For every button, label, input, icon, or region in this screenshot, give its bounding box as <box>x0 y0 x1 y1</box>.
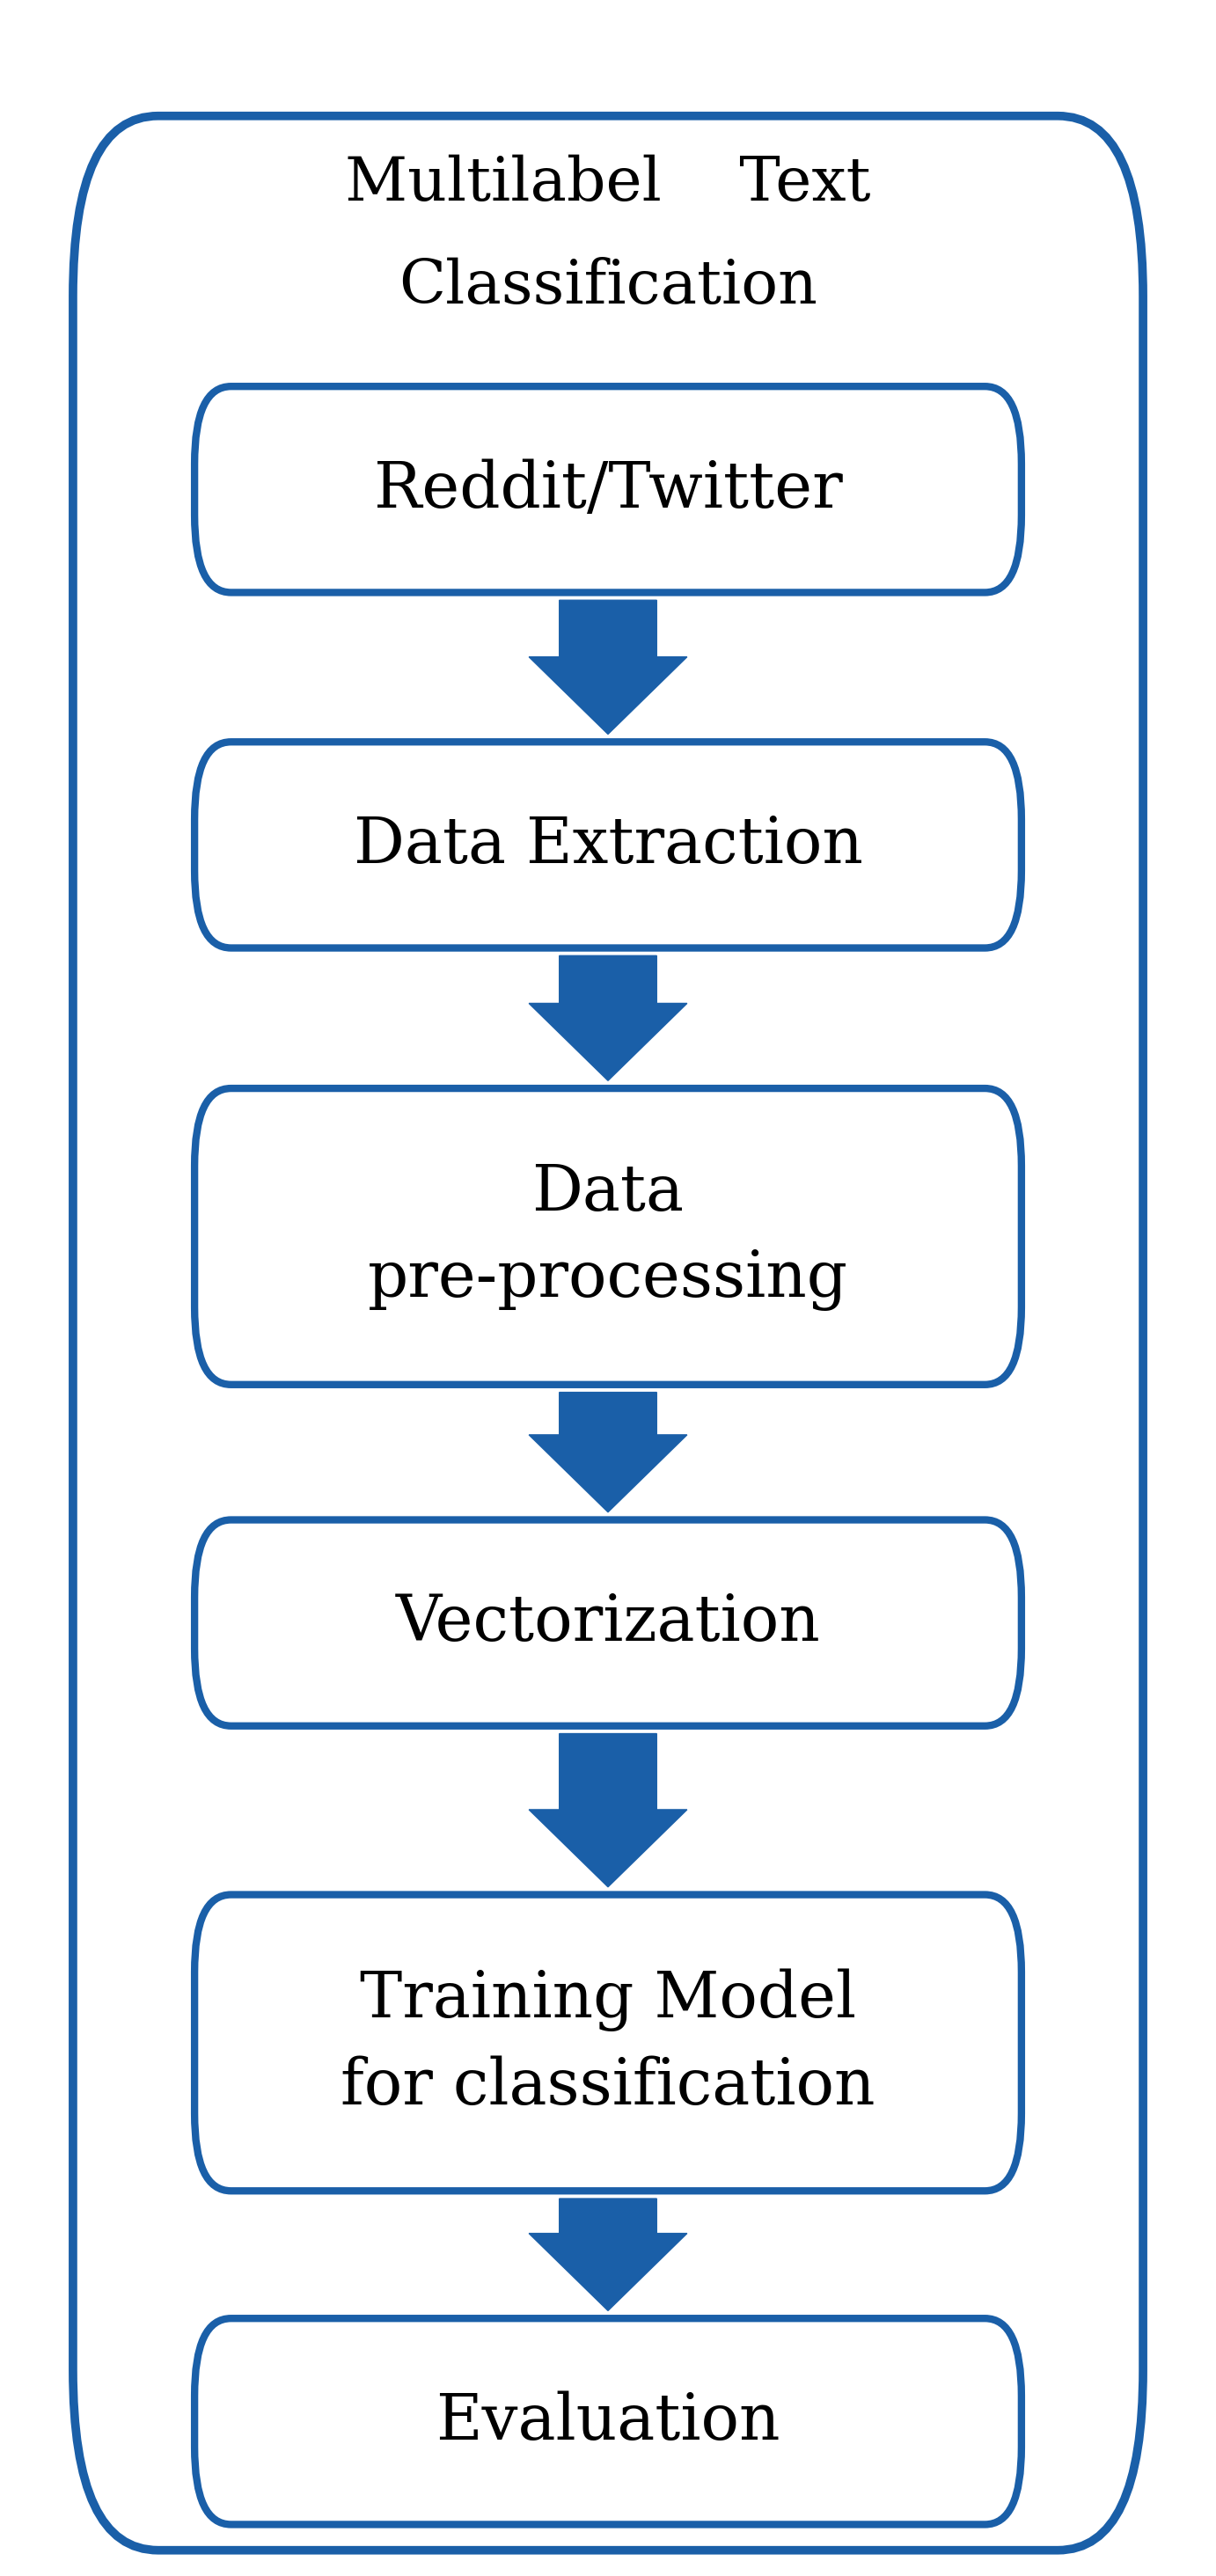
Polygon shape <box>529 1734 687 1886</box>
Text: Classification: Classification <box>399 258 817 317</box>
Text: Reddit/Twitter: Reddit/Twitter <box>373 459 843 520</box>
Text: Data Extraction: Data Extraction <box>354 814 862 876</box>
Polygon shape <box>529 1391 687 1512</box>
Polygon shape <box>529 2200 687 2311</box>
Text: Vectorization: Vectorization <box>395 1592 821 1654</box>
Polygon shape <box>529 600 687 734</box>
FancyBboxPatch shape <box>195 1896 1021 2190</box>
Text: Multilabel    Text: Multilabel Text <box>345 155 871 214</box>
FancyBboxPatch shape <box>195 386 1021 592</box>
Text: Data
pre-processing: Data pre-processing <box>367 1162 849 1311</box>
FancyBboxPatch shape <box>195 1087 1021 1386</box>
Polygon shape <box>529 956 687 1082</box>
FancyBboxPatch shape <box>195 2318 1021 2524</box>
FancyBboxPatch shape <box>195 1520 1021 1726</box>
FancyBboxPatch shape <box>73 116 1143 2550</box>
FancyBboxPatch shape <box>195 742 1021 948</box>
Text: Training Model
for classification: Training Model for classification <box>340 1968 876 2117</box>
Text: Evaluation: Evaluation <box>435 2391 781 2452</box>
